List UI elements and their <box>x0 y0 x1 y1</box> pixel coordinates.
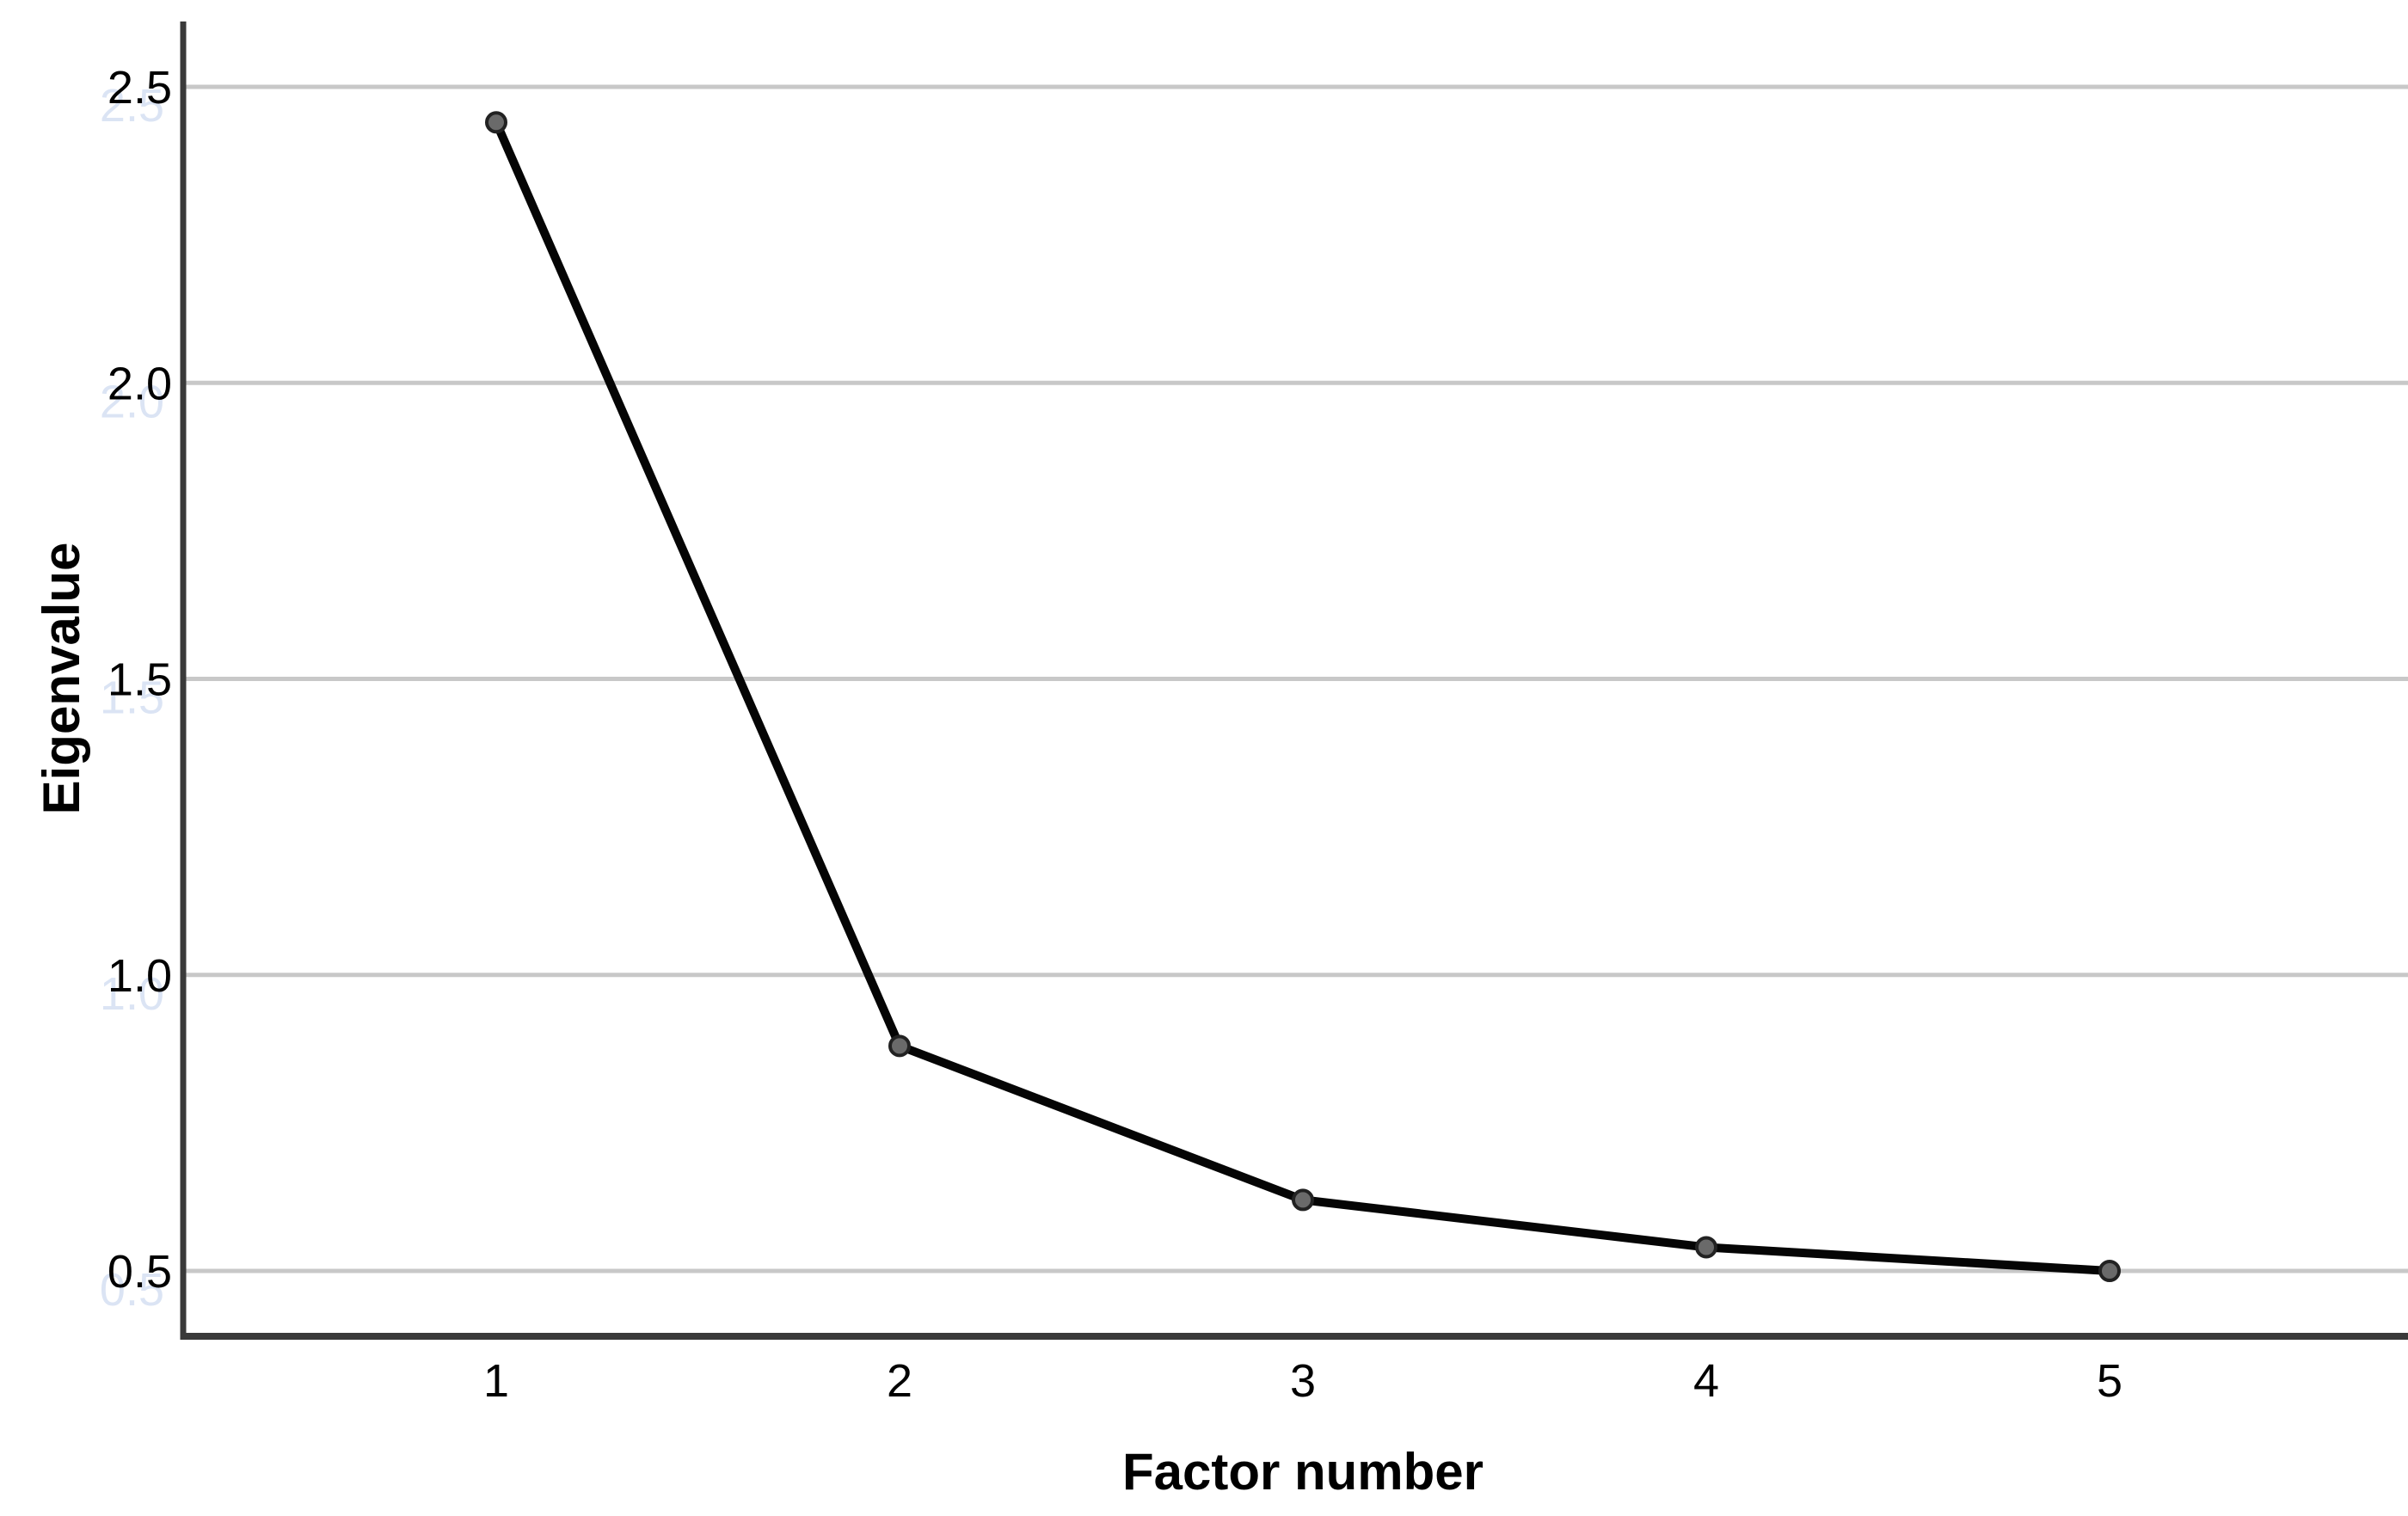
data-point-factor-5 <box>2098 1260 2121 1282</box>
data-point-factor-4 <box>1695 1236 1717 1259</box>
eigenvalue-line <box>492 118 2114 1275</box>
chart-generated-layer: 0.50.5 1.01.0 1.51.5 2.02.0 2.52.5 1 2 3 4 5 <box>100 21 2408 1407</box>
y-tick-label: 2.5 <box>108 62 172 114</box>
y-tick-echo: 0.5 <box>100 1264 164 1316</box>
y-tick-echo: 1.0 <box>100 968 164 1020</box>
data-point-factor-3 <box>1292 1188 1314 1212</box>
x-tick-label: 3 <box>1290 1355 1316 1407</box>
y-tick-label: 1.0 <box>108 950 172 1002</box>
data-point-factor-2 <box>888 1034 911 1058</box>
x-axis-title: Factor number <box>1122 1443 1484 1501</box>
data-point-factor-1 <box>485 111 507 134</box>
x-tick-label: 5 <box>2097 1355 2122 1407</box>
x-tick-label: 2 <box>887 1355 912 1407</box>
scree-plot: 0.5 0.5 1.0 1.0 1.5 1.5 2.0 2.0 2.5 2.5 1 2 3 4 5 Eige… <box>34 14 2408 1502</box>
y-tick-echo: 2.0 <box>100 376 164 427</box>
scree-plot-canvas: 0.50.5 1.01.0 1.51.5 2.02.0 2.52.5 1 2 3 4 5 Eige… <box>34 21 2408 1501</box>
y-tick-label: 2.0 <box>108 358 172 409</box>
y-axis-title: Eigenvalue <box>34 543 90 815</box>
y-tick-echo: 1.5 <box>100 672 164 724</box>
y-tick-echo: 2.5 <box>100 80 164 132</box>
x-tick-label: 1 <box>483 1355 509 1407</box>
x-tick-label: 4 <box>1693 1355 1719 1407</box>
y-tick-label: 1.5 <box>108 654 172 706</box>
y-tick-label: 0.5 <box>108 1246 172 1298</box>
